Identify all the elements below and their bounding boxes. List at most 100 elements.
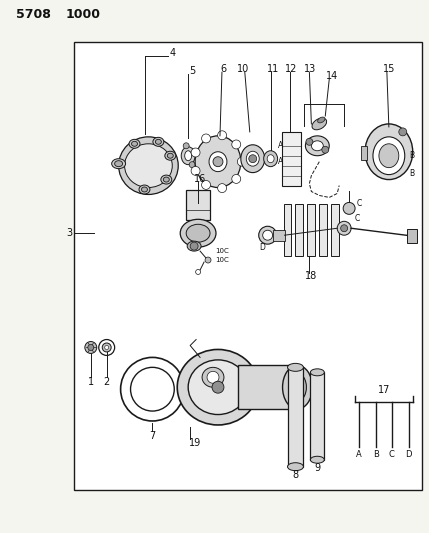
Text: A: A [278, 157, 283, 166]
Ellipse shape [305, 136, 329, 156]
Bar [331, 204, 339, 256]
Ellipse shape [165, 151, 176, 160]
Circle shape [306, 139, 313, 146]
Text: 10: 10 [237, 64, 249, 74]
Text: 2: 2 [103, 377, 110, 387]
Circle shape [88, 344, 94, 351]
Ellipse shape [365, 124, 413, 180]
Bar [74, 43, 422, 489]
Circle shape [237, 157, 246, 166]
Text: 10C: 10C [215, 257, 229, 263]
Ellipse shape [115, 160, 123, 167]
Ellipse shape [155, 139, 161, 144]
Ellipse shape [186, 224, 210, 242]
Bar [361, 146, 367, 160]
Ellipse shape [142, 187, 148, 192]
Ellipse shape [129, 139, 140, 148]
Text: 14: 14 [326, 71, 338, 81]
Bar [272, 230, 284, 241]
Ellipse shape [267, 155, 274, 163]
Ellipse shape [161, 175, 172, 184]
Ellipse shape [177, 350, 259, 425]
Text: 8: 8 [293, 470, 299, 480]
Ellipse shape [373, 137, 405, 175]
Text: 3: 3 [66, 228, 72, 238]
Text: 5: 5 [189, 66, 195, 76]
Ellipse shape [379, 144, 399, 168]
Text: 10C: 10C [215, 248, 229, 254]
Circle shape [105, 345, 109, 350]
Circle shape [196, 270, 201, 274]
Text: 12: 12 [285, 64, 298, 74]
Bar [186, 190, 210, 220]
Ellipse shape [185, 151, 192, 160]
Text: 1: 1 [88, 377, 94, 387]
Ellipse shape [209, 152, 227, 172]
Text: 6: 6 [220, 64, 226, 74]
Text: 11: 11 [266, 64, 279, 74]
Circle shape [130, 367, 174, 411]
Ellipse shape [132, 141, 138, 146]
Ellipse shape [153, 138, 164, 146]
Ellipse shape [119, 137, 178, 195]
Ellipse shape [287, 364, 303, 372]
Text: 1000: 1000 [66, 8, 101, 21]
Ellipse shape [241, 145, 265, 173]
Text: A: A [356, 450, 362, 459]
Bar [407, 229, 417, 243]
Ellipse shape [202, 367, 224, 387]
Circle shape [263, 230, 272, 240]
Ellipse shape [246, 151, 259, 166]
Circle shape [202, 134, 211, 143]
Text: 4: 4 [169, 49, 175, 59]
Bar [319, 204, 327, 256]
Circle shape [232, 174, 241, 183]
Text: B: B [409, 169, 414, 178]
Circle shape [205, 257, 211, 263]
Text: D: D [260, 243, 266, 252]
Text: 17: 17 [378, 385, 390, 395]
Circle shape [218, 184, 227, 192]
Bar [308, 204, 315, 256]
Ellipse shape [124, 144, 172, 188]
Bar [310, 373, 324, 460]
Text: B: B [409, 151, 414, 160]
Circle shape [337, 221, 351, 235]
Ellipse shape [289, 373, 306, 401]
Text: 19: 19 [189, 438, 201, 448]
Text: 9: 9 [314, 463, 320, 473]
Circle shape [259, 227, 277, 244]
Circle shape [183, 143, 189, 149]
Circle shape [232, 140, 241, 149]
Text: 18: 18 [305, 271, 317, 281]
Text: 16: 16 [194, 174, 206, 183]
Circle shape [190, 242, 198, 250]
Text: 7: 7 [149, 431, 156, 441]
Text: A: A [278, 141, 283, 150]
Ellipse shape [163, 177, 169, 182]
Text: C: C [389, 450, 395, 459]
Circle shape [102, 343, 111, 352]
Ellipse shape [312, 118, 326, 130]
Circle shape [202, 181, 211, 189]
Circle shape [191, 148, 200, 157]
Text: C: C [354, 214, 360, 223]
Text: 15: 15 [383, 64, 395, 74]
Circle shape [218, 131, 227, 140]
Circle shape [207, 372, 219, 383]
Bar [284, 204, 291, 256]
Circle shape [249, 155, 257, 163]
Bar [287, 367, 303, 467]
Text: D: D [405, 450, 412, 459]
Circle shape [322, 146, 329, 154]
Circle shape [191, 166, 200, 175]
Ellipse shape [139, 185, 150, 194]
Ellipse shape [167, 154, 173, 158]
Ellipse shape [287, 463, 303, 471]
Ellipse shape [112, 159, 126, 168]
Text: C: C [356, 199, 362, 208]
Ellipse shape [212, 381, 224, 393]
Circle shape [189, 161, 195, 168]
Ellipse shape [195, 136, 241, 188]
Circle shape [341, 225, 347, 232]
